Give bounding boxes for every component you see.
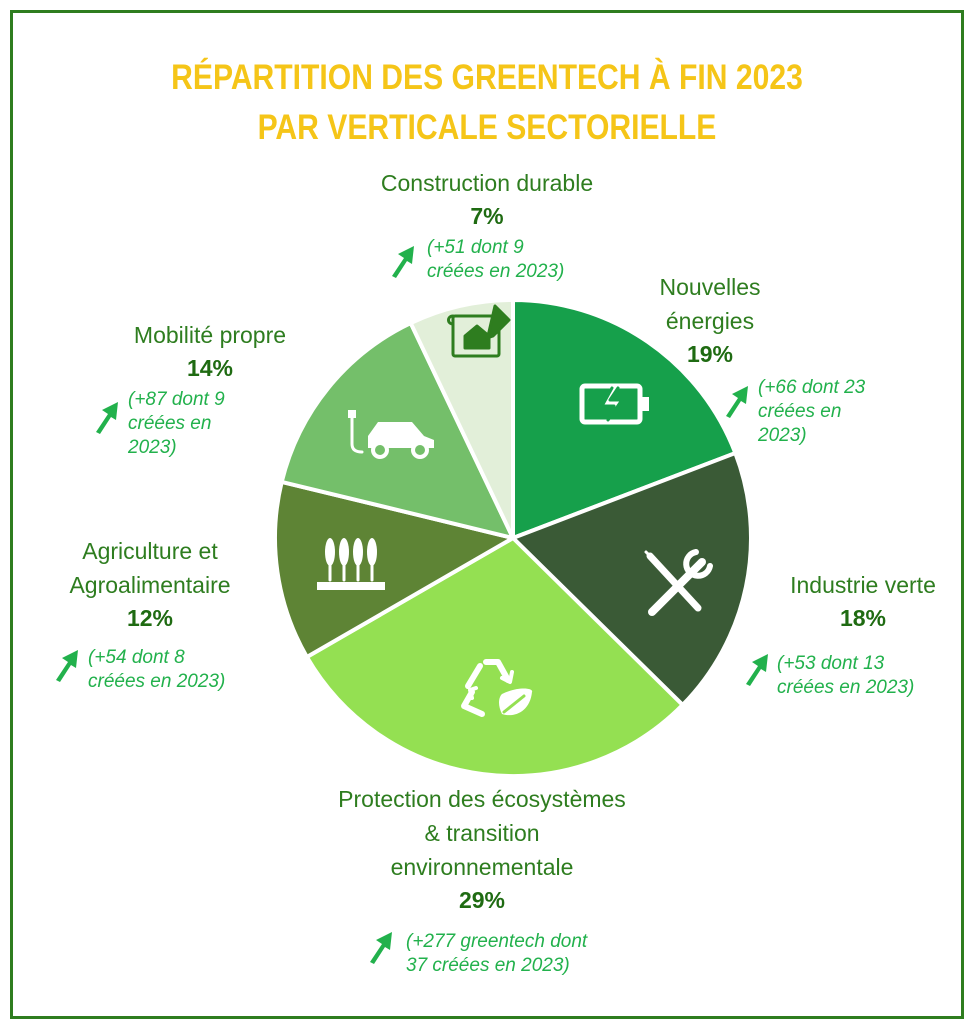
growth-arrow-icon [726, 386, 748, 418]
slice-nouvelles-energies [511, 297, 738, 541]
label-mobilite-propre: Mobilité propre 14% [100, 318, 320, 384]
tools-icon [644, 549, 713, 616]
slice-protection-ecosystemes [304, 535, 686, 778]
label-construction-durable: Construction durable 7% [327, 166, 647, 232]
slice-name: Industrie verte [790, 572, 936, 598]
growth-arrow-icon [746, 654, 768, 686]
house-plan-icon [447, 304, 511, 358]
growth-arrow-icon [370, 932, 392, 964]
chart-frame [10, 10, 964, 1019]
slice-name: Nouvelles énergies [659, 274, 761, 334]
growth-arrow-icon [56, 650, 78, 682]
battery-icon [579, 383, 649, 425]
slice-name: Mobilité propre [133, 322, 287, 348]
slice-percent: 12% [126, 605, 174, 631]
slice-agriculture [273, 479, 519, 660]
growth-arrow-icon [96, 402, 118, 434]
slice-name: Agriculture et Agroalimentaire [69, 538, 231, 598]
recycle-icon [461, 659, 533, 717]
label-agriculture: Agriculture et Agroalimentaire 12% [40, 534, 260, 634]
note-industrie-verte: (+53 dont 13 créées en 2023) [777, 653, 915, 698]
slice-name: Protection des écosystèmes & transition … [338, 786, 626, 880]
note-nouvelles-energies: (+66 dont 23 créées en 2023) [758, 377, 866, 446]
note-protection-ecosystemes: (+277 greentech dont 37 créées en 2023) [406, 931, 588, 976]
slice-percent: 14% [186, 355, 234, 381]
growth-arrow-icon [392, 246, 414, 278]
note-construction-durable: (+51 dont 9 créées en 2023) [427, 237, 565, 282]
slice-percent: 29% [458, 887, 506, 913]
slice-name: Construction durable [380, 170, 594, 196]
slice-percent: 19% [686, 341, 734, 367]
electric-car-icon [348, 410, 434, 459]
chart-title-line-2: PAR VERTICALE SECTORIELLE [257, 108, 717, 147]
slice-percent: 7% [470, 203, 504, 229]
note-agriculture: (+54 dont 8 créées en 2023) [88, 647, 226, 692]
chart-title-line-1: RÉPARTITION DES GREENTECH À FIN 2023 [171, 58, 803, 97]
slice-industrie-verte [509, 450, 753, 708]
slice-percent: 18% [839, 605, 887, 631]
note-mobilite-propre: (+87 dont 9 créées en 2023) [128, 389, 225, 458]
label-nouvelles-energies: Nouvelles énergies 19% [620, 270, 800, 370]
wheat-icon [317, 538, 385, 590]
label-industrie-verte: Industrie verte 18% [758, 568, 968, 634]
label-protection-ecosystemes: Protection des écosystèmes & transition … [262, 782, 702, 916]
slice-construction-durable [408, 297, 515, 539]
